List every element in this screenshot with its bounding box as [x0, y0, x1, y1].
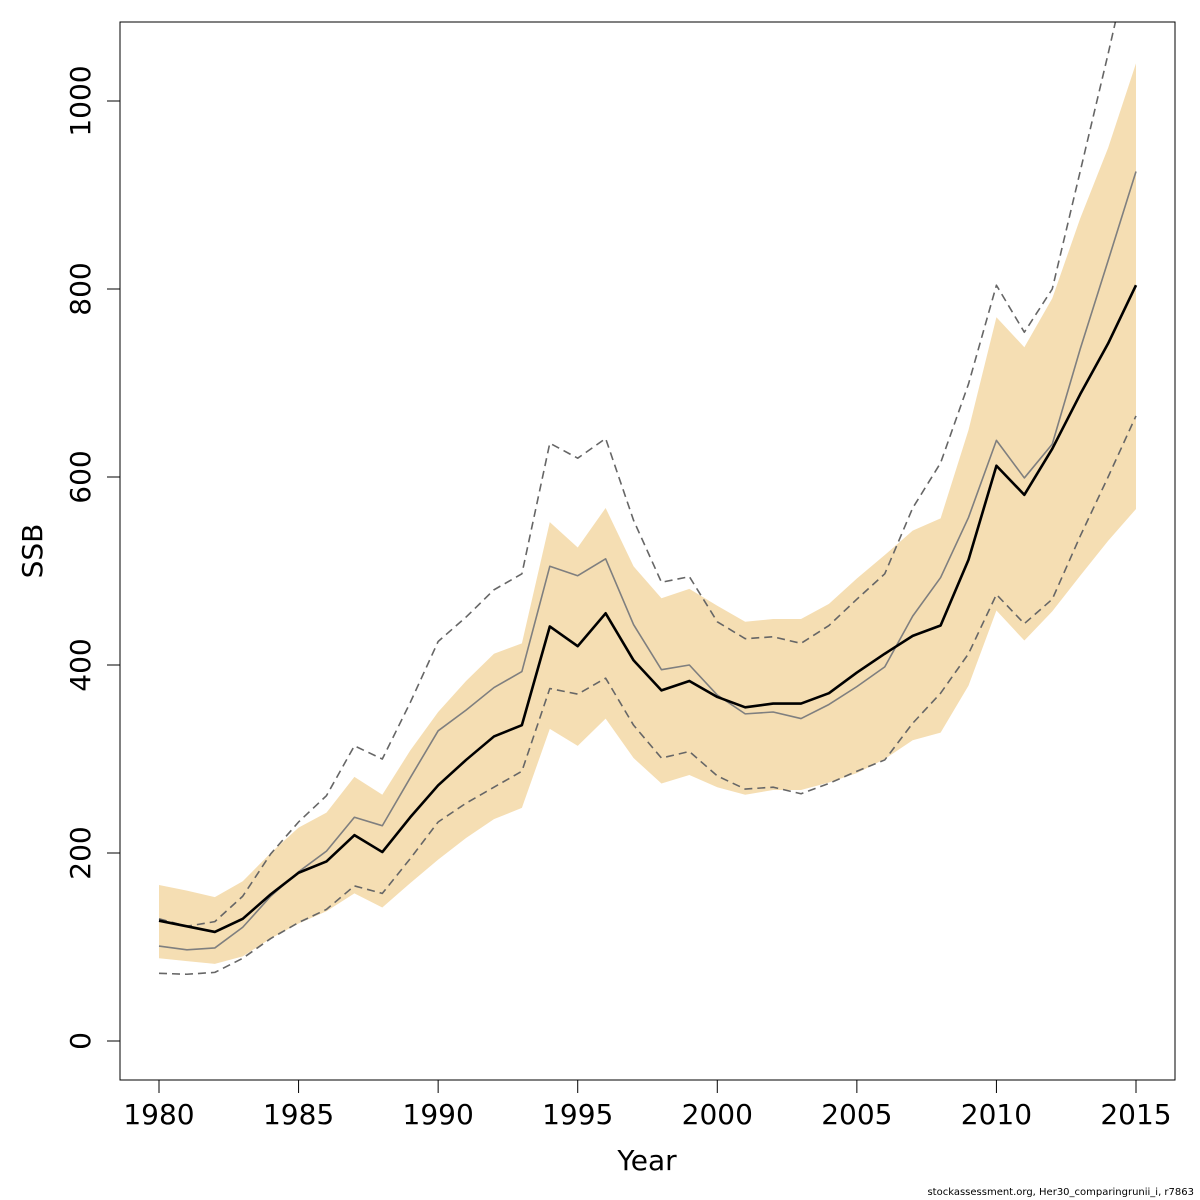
axes: 1980 1985 1990 1995 2000 2005 2010 2015 0 200 400 6… [64, 65, 1172, 1131]
x-tick-label: 1995 [542, 1098, 613, 1131]
plot-area [158, 22, 1138, 976]
x-tick-label: 2015 [1100, 1098, 1171, 1131]
footer-credit: stockassessment.org, Her30_comparingruni… [927, 1187, 1194, 1198]
y-tick-label: 1000 [64, 65, 97, 136]
main-estimate-line [158, 284, 1138, 934]
x-tick-label: 2005 [821, 1098, 892, 1131]
x-tick-label: 1985 [263, 1098, 334, 1131]
alt-estimate-line [158, 171, 1137, 951]
alt-upper-dashed-line [158, 22, 1117, 928]
y-tick-label: 600 [64, 450, 97, 503]
y-tick-label: 0 [64, 1032, 97, 1050]
y-tick-label: 200 [64, 826, 97, 879]
x-tick-label: 1990 [403, 1098, 474, 1131]
x-tick-label: 1980 [123, 1098, 194, 1131]
x-axis-label: Year [616, 1144, 677, 1177]
x-tick-label: 2000 [682, 1098, 753, 1131]
y-axis-label: SSB [16, 524, 49, 579]
x-tick-label: 2010 [961, 1098, 1032, 1131]
confidence-band [159, 63, 1136, 964]
y-tick-label: 400 [64, 638, 97, 691]
y-tick-label: 800 [64, 262, 97, 315]
